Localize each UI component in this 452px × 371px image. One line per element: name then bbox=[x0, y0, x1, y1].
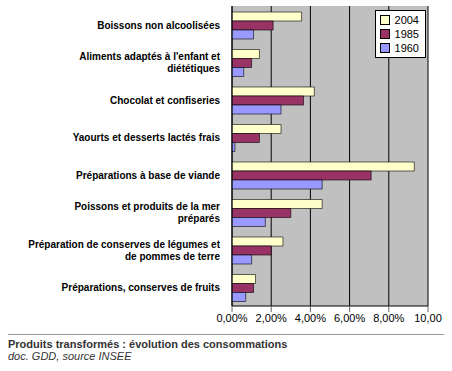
svg-text:8,00%: 8,00% bbox=[373, 312, 404, 324]
svg-text:10,00: 10,00 bbox=[414, 312, 442, 324]
svg-text:Préparation de conserves de lé: Préparation de conserves de légumes etde… bbox=[28, 239, 220, 262]
svg-text:Préparations à base de viande: Préparations à base de viande bbox=[76, 170, 220, 181]
html-text:1960: 1960 bbox=[394, 42, 419, 54]
html-text:2004: 2004 bbox=[394, 14, 419, 26]
html-text:Produits transformés : évoluti: Produits transformés : évolution des con… bbox=[8, 338, 288, 350]
svg-text:0,00%: 0,00% bbox=[216, 312, 247, 324]
svg-text:2,00%: 2,00% bbox=[256, 312, 287, 324]
svg-text:Yaourts et desserts lactés fra: Yaourts et desserts lactés frais bbox=[73, 132, 221, 143]
svg-text:Poissons et produits de la mer: Poissons et produits de la merpréparés bbox=[74, 201, 220, 224]
svg-text:4,00%: 4,00% bbox=[295, 312, 326, 324]
html-text:doc. GDD, source INSEE: doc. GDD, source INSEE bbox=[8, 350, 132, 362]
html-text:1985: 1985 bbox=[394, 28, 419, 40]
svg-text:Chocolat et confiseries: Chocolat et confiseries bbox=[110, 95, 220, 106]
svg-text:Aliments adaptés à l'enfant et: Aliments adaptés à l'enfant etdiététique… bbox=[79, 51, 220, 74]
svg-text:Boissons non alcoolisées: Boissons non alcoolisées bbox=[97, 20, 220, 31]
svg-text:6,00%: 6,00% bbox=[334, 312, 365, 324]
svg-text:Préparations, conserves de fru: Préparations, conserves de fruits bbox=[62, 282, 221, 293]
